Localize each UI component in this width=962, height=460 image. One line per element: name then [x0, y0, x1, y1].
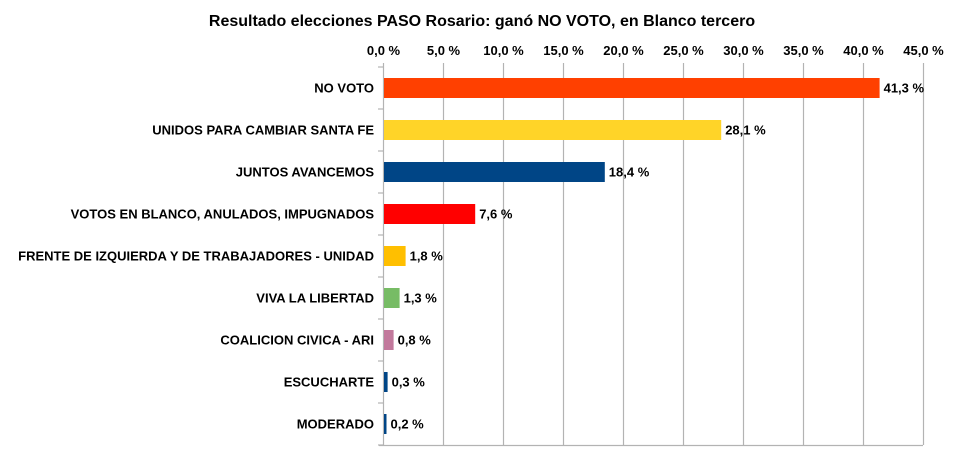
x-tick-label: 25,0 % — [663, 43, 704, 58]
category-label: MODERADO — [297, 417, 374, 432]
bar — [384, 162, 605, 182]
bar — [384, 120, 722, 140]
category-label: UNIDOS PARA CAMBIAR SANTA FE — [152, 123, 374, 138]
category-label: NO VOTO — [314, 81, 374, 96]
category-label: COALICION CIVICA - ARI — [220, 333, 374, 348]
x-tick-label: 5,0 % — [427, 43, 461, 58]
data-label: 18,4 % — [609, 165, 650, 180]
bar — [384, 288, 400, 308]
x-tick-label: 30,0 % — [723, 43, 764, 58]
bar — [384, 78, 880, 98]
x-axis: 0,0 % 5,0 % 10,0 % 15,0 % 20,0 % 25,0 % 30,0 %… — [367, 43, 944, 58]
data-label: 0,8 % — [398, 333, 432, 348]
bar — [384, 414, 387, 434]
category-label: FRENTE DE IZQUIERDA Y DE TRABAJADORES - … — [18, 249, 374, 264]
x-tick-label: 20,0 % — [603, 43, 644, 58]
x-tick-label: 40,0 % — [843, 43, 884, 58]
category-label: VOTOS EN BLANCO, ANULADOS, IMPUGNADOS — [71, 207, 375, 222]
bar — [384, 204, 476, 224]
data-labels: 41,3 % 28,1 % 18,4 % 7,6 % 1,8 % 1,3 % 0,8 % 0,… — [391, 81, 925, 432]
data-label: 0,3 % — [392, 375, 426, 390]
category-label: ESCUCHARTE — [284, 375, 375, 390]
data-label: 41,3 % — [884, 81, 925, 96]
bar — [384, 330, 394, 350]
data-label: 1,3 % — [404, 291, 438, 306]
category-label: JUNTOS AVANCEMOS — [236, 165, 375, 180]
data-label: 28,1 % — [725, 123, 766, 138]
data-label: 0,2 % — [391, 417, 425, 432]
x-tick-label: 0,0 % — [367, 43, 401, 58]
x-tick-label: 10,0 % — [483, 43, 524, 58]
bars — [384, 78, 880, 434]
data-label: 7,6 % — [479, 207, 513, 222]
category-label: VIVA LA LIBERTAD — [256, 291, 374, 306]
data-label: 1,8 % — [410, 249, 444, 264]
x-tick-label: 15,0 % — [543, 43, 584, 58]
bar — [384, 372, 388, 392]
x-tick-label: 45,0 % — [903, 43, 944, 58]
bar — [384, 246, 406, 266]
x-tick-label: 35,0 % — [783, 43, 824, 58]
chart-title: Resultado elecciones PASO Rosario: ganó … — [209, 13, 755, 30]
category-axis: NO VOTO UNIDOS PARA CAMBIAR SANTA FE JUNTO… — [18, 81, 374, 432]
